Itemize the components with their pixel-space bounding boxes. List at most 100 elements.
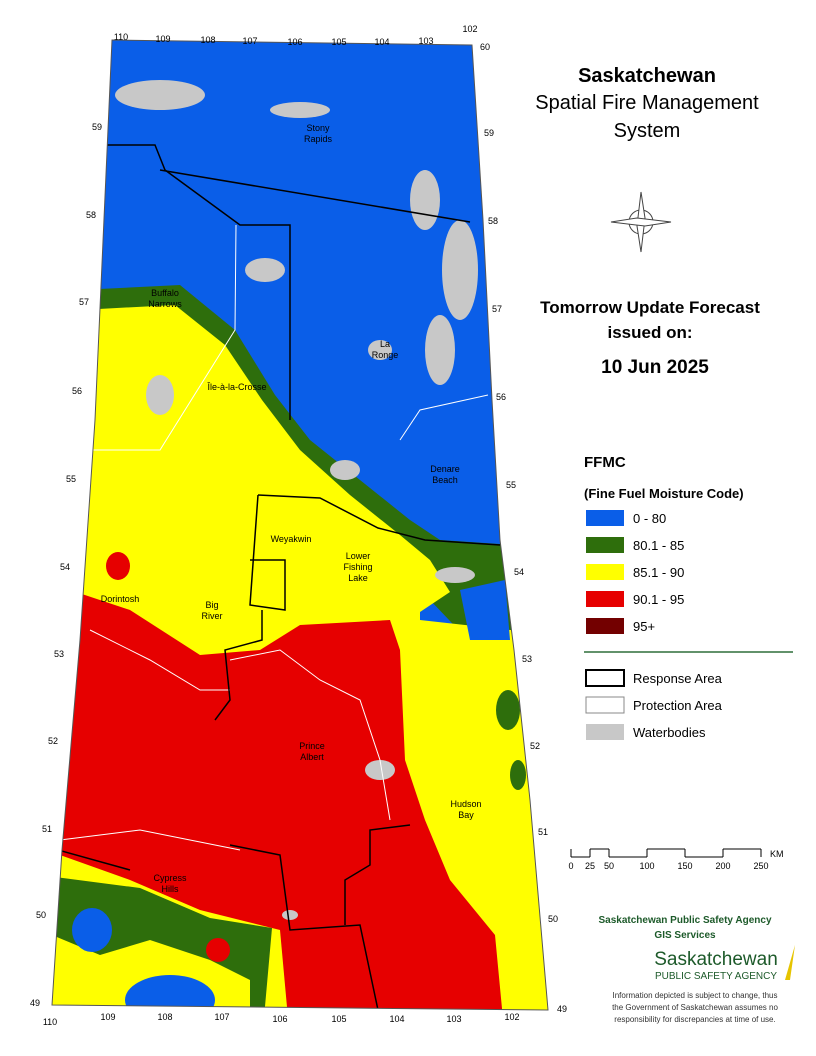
place-label: Rapids [304,134,333,144]
place-label: Beach [432,475,458,485]
graticule-label: 110 [43,1017,57,1027]
place-label: Bay [458,810,474,820]
legend-label: 90.1 - 95 [633,592,684,607]
legend-swatch [586,510,624,526]
graticule-label: 108 [157,1012,172,1022]
response-swatch [585,669,625,687]
legend-subtitle: (Fine Fuel Moisture Code) [584,486,744,501]
scale-label: 25 [585,861,595,871]
legend-swatch [586,537,624,553]
legend-swatch [586,591,624,607]
disclaimer: Information depicted is subject to chang… [613,991,778,1000]
place-label: Cypress [153,873,187,883]
legend-swatch [586,618,624,634]
graticule-label: 105 [331,1014,346,1024]
place-label: Fishing [343,562,372,572]
graticule-label: 53 [522,654,532,664]
place-label: La [380,339,390,349]
boundary-label: Waterbodies [633,725,706,740]
forecast-label: Tomorrow Update Forecast [540,298,760,317]
legend-label: 0 - 80 [633,511,666,526]
place-label: Stony [306,123,330,133]
graticule-label: 102 [504,1012,519,1022]
graticule-label: 52 [530,741,540,751]
graticule-label: 109 [155,34,170,44]
graticule-label: 108 [200,35,215,45]
boundary-label: Response Area [633,671,723,686]
forecast-label: issued on: [607,323,692,342]
graticule-label: 57 [492,304,502,314]
graticule-label: 58 [86,210,96,220]
title: Saskatchewan [578,65,716,87]
place-label: Albert [300,752,324,762]
graticule-label: 105 [331,37,346,47]
disclaimer: the Government of Saskatchewan assumes n… [612,1003,778,1012]
graticule-label: 106 [272,1014,287,1024]
graticule-label: 102 [462,24,477,34]
legend: 0 - 80 80.1 - 85 85.1 - 90 90.1 - 95 95+ [586,510,684,634]
graticule-labels: 110 109 108 107 106 105 104 103 102 110 109 108 107 1… [30,24,567,1027]
boundary-label: Protection Area [633,698,723,713]
graticule-label: 59 [484,128,494,138]
graticule-label: 50 [36,910,46,920]
scale-label: 0 [568,861,573,871]
place-label: Weyakwin [271,534,312,544]
legend-label: 95+ [633,619,655,634]
graticule-label: 51 [42,824,52,834]
place-label: Prince [299,741,325,751]
graticule-label: 103 [446,1014,461,1024]
scale-unit: KM [770,849,784,859]
graticule-label: 57 [79,297,89,307]
graticule-label: 60 [480,42,490,52]
graticule-label: 50 [548,914,558,924]
graticule-label: 54 [514,567,524,577]
graticule-label: 109 [100,1012,115,1022]
disclaimer: responsibility for discrepancies at time… [614,1015,775,1024]
graticule-label: 110 [114,32,128,42]
graticule-label: 56 [72,386,82,396]
graticule-label: 55 [506,480,516,490]
place-label: Buffalo [151,288,179,298]
graticule-label: 51 [538,827,548,837]
logo-mark [785,945,795,980]
place-label: Narrows [148,299,182,309]
graticule-label: 58 [488,216,498,226]
logo-text: Saskatchewan [654,949,778,970]
graticule-label: 55 [66,474,76,484]
place-label: River [201,611,222,621]
place-label: Lower [346,551,371,561]
forecast-date: 10 Jun 2025 [601,357,709,378]
graticule-label: 104 [389,1014,404,1024]
place-label: Île-à-la-Crosse [206,382,266,392]
place-label: Hills [162,884,179,894]
place-label: Denare [430,464,460,474]
scale-label: 250 [753,861,768,871]
place-label: Ronge [372,350,399,360]
graticule-label: 54 [60,562,70,572]
scale-label: 50 [604,861,614,871]
graticule-label: 49 [30,998,40,1008]
water-swatch [586,724,624,740]
compass [610,191,672,253]
graticule-label: 106 [287,37,302,47]
agency-unit: GIS Services [654,930,716,941]
place-label: Lake [348,573,368,583]
graticule-label: 107 [214,1012,229,1022]
logo-subtext: PUBLIC SAFETY AGENCY [655,971,777,982]
scale-label: 200 [715,861,730,871]
graticule-label: 52 [48,736,58,746]
legend-label: 80.1 - 85 [633,538,684,553]
graticule-label: 56 [496,392,506,402]
graticule-label: 49 [557,1004,567,1014]
title: Spatial Fire Management [535,92,759,114]
legend-title: FFMC [584,454,626,471]
graticule-label: 59 [92,122,102,132]
title: System [614,120,681,142]
legend-label: 85.1 - 90 [633,565,684,580]
graticule-label: 107 [242,36,257,46]
scale-label: 150 [677,861,692,871]
